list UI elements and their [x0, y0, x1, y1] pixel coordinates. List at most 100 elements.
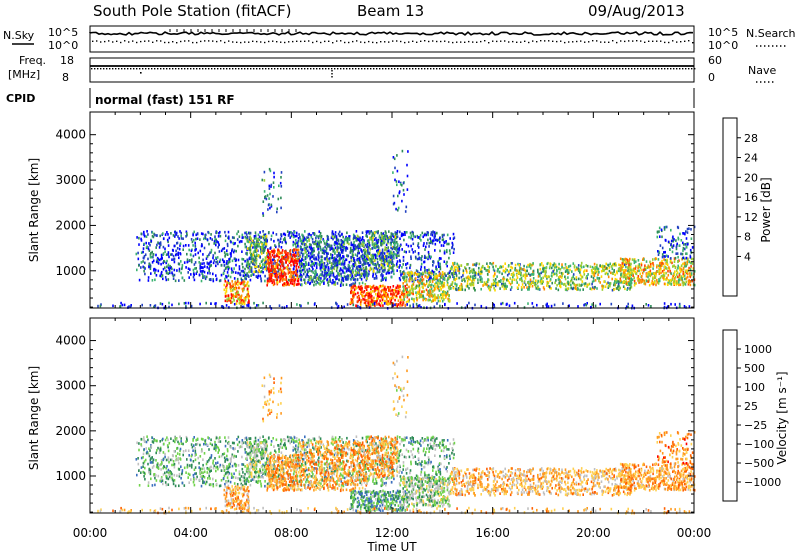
power-echo-cell	[576, 283, 579, 287]
power-echo-cell	[417, 242, 420, 245]
power-echo-cell	[283, 232, 286, 236]
power-echo-cell	[439, 237, 441, 240]
power-echo-cell	[315, 279, 318, 282]
power-echo-cell	[453, 266, 456, 269]
power-echo-cell	[280, 255, 283, 259]
power-echo-cell	[140, 237, 142, 241]
power-echo-cell	[529, 273, 531, 277]
power-echo-cell	[157, 241, 159, 244]
power-echo-cell	[566, 269, 568, 272]
nsearch-point	[536, 41, 538, 43]
power-echo-cell	[259, 256, 261, 259]
power-echo-cell	[346, 268, 348, 271]
power-echo-cell	[268, 269, 270, 273]
power-echo-cell	[288, 267, 291, 271]
power-echo-cell	[300, 275, 303, 279]
power-echo-cell	[285, 250, 287, 254]
power-echo-cell	[380, 242, 383, 245]
power-echo-cell	[342, 255, 345, 258]
power-echo-cell	[255, 247, 257, 251]
power-echo-cell	[220, 249, 223, 253]
power-echo-cell	[581, 280, 584, 283]
power-echo-cell	[532, 273, 535, 276]
power-echo-cell	[267, 256, 270, 260]
power-echo-cell	[167, 251, 170, 254]
power-echo-cell	[374, 287, 377, 290]
power-echo-cell	[315, 283, 317, 286]
power-echo-cell	[433, 288, 436, 292]
power-echo-cell	[618, 267, 621, 271]
power-echo-cell	[599, 264, 601, 267]
nsearch-point	[268, 40, 270, 43]
power-echo-cell	[242, 301, 244, 305]
power-echo-cell	[408, 293, 411, 297]
power-echo-cell	[209, 278, 212, 281]
power-echo-cell	[304, 230, 306, 233]
nsearch-point	[656, 40, 658, 42]
nave-point	[496, 68, 498, 70]
power-echo-cell	[183, 261, 186, 264]
power-echo-cell	[586, 264, 589, 268]
power-echo-cell	[333, 275, 336, 279]
power-echo-cell	[589, 287, 591, 290]
power-echo-cell	[278, 251, 280, 255]
power-echo-cell	[374, 244, 376, 248]
power-echo-cell	[244, 284, 247, 288]
power-echo-cell	[248, 257, 250, 261]
power-echo-cell	[168, 268, 170, 271]
power-echo-cell	[255, 250, 257, 253]
power-echo-cell	[169, 264, 171, 268]
power-echo-cell	[446, 242, 448, 246]
power-echo-cell	[480, 270, 482, 273]
power-echo-cell	[331, 232, 333, 235]
power-echo-cell	[301, 242, 304, 246]
power-echo-cell	[155, 268, 157, 272]
power-echo-cell	[321, 255, 323, 259]
power-echo-cell	[441, 238, 444, 242]
power-echo-cell	[334, 246, 337, 250]
power-echo-cell	[356, 304, 358, 308]
power-echo-cell	[435, 285, 437, 288]
nave-point	[286, 68, 288, 70]
power-echo-cell	[474, 276, 477, 280]
power-echo-cell	[353, 247, 355, 251]
power-echo-cell	[156, 234, 158, 237]
power-echo-cell	[454, 268, 457, 272]
power-echo-cell	[479, 278, 482, 281]
power-echo-cell	[314, 269, 317, 272]
power-echo-cell	[399, 300, 402, 304]
power-echo-cell	[231, 280, 233, 283]
power-echo-cell	[486, 283, 488, 287]
power-echo-cell	[412, 235, 415, 238]
power-echo-cell	[238, 281, 241, 285]
power-echo-cell	[332, 237, 334, 241]
nsearch-point	[256, 40, 258, 43]
power-echo-cell	[177, 253, 179, 256]
power-echo-cell	[377, 252, 380, 256]
power-echo-cell	[664, 258, 667, 262]
nave-point	[565, 68, 567, 70]
power-echo-cell	[408, 235, 410, 239]
power-echo-cell	[604, 272, 607, 276]
power-echo-cell	[661, 270, 664, 273]
power-echo-cell	[325, 275, 327, 278]
power-echo-cell	[579, 288, 581, 292]
power-echo-cell	[345, 275, 348, 278]
power-echo-cell	[435, 273, 437, 276]
power-echo-cell	[319, 239, 321, 243]
power-echo-cell	[383, 287, 386, 290]
power-echo-cell	[315, 271, 317, 275]
power-echo-cell	[308, 243, 311, 246]
power-echo-cell	[593, 271, 596, 275]
power-echo-cell	[435, 265, 437, 269]
power-echo-cell	[402, 295, 405, 299]
power-echo-cell	[277, 281, 279, 284]
power-echo-cell	[365, 245, 368, 249]
power-echo-cell	[347, 274, 350, 278]
power-echo-cell	[486, 262, 488, 265]
power-echo-cell	[350, 298, 353, 301]
power-echo-cell	[259, 245, 262, 249]
power-echo-cell	[196, 270, 198, 273]
power-echo-cell	[271, 274, 274, 277]
nsearch-point	[604, 41, 606, 43]
